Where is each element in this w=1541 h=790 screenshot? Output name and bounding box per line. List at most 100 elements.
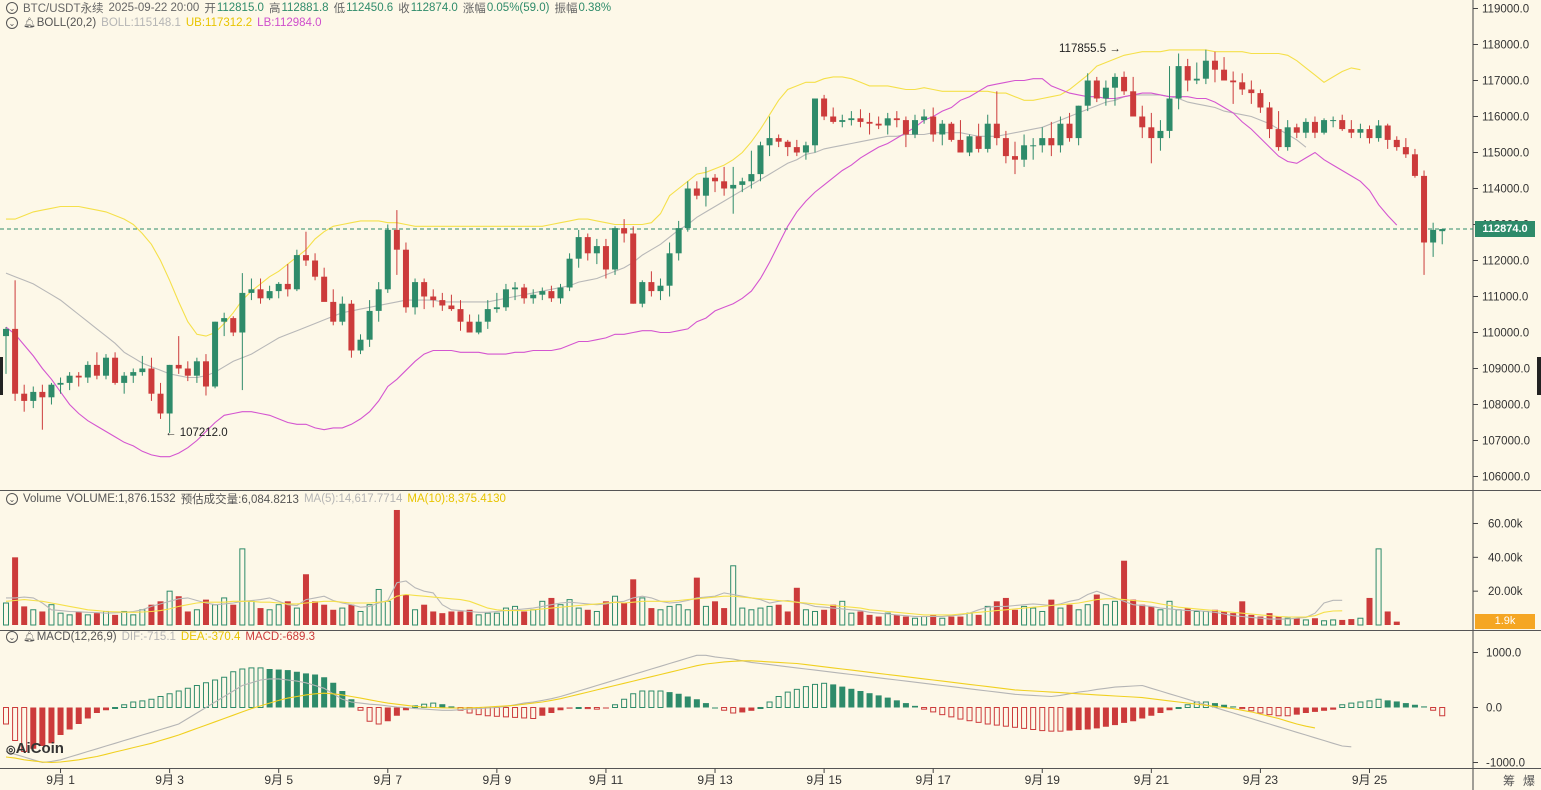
macd-histogram-bar: [512, 707, 519, 718]
boll-mid-line: [5, 94, 1307, 379]
macd-histogram-bar: [957, 707, 964, 720]
macd-histogram-bar: [521, 707, 528, 719]
volume-bar: [784, 611, 791, 625]
candle-body: [1139, 116, 1146, 128]
right-scroll-handle[interactable]: [1537, 357, 1541, 395]
macd-histogram-bar: [657, 690, 664, 708]
volume-bar: [157, 601, 164, 625]
macd-histogram-bar: [602, 707, 609, 709]
macd-histogram-bar: [30, 707, 37, 749]
left-scroll-handle[interactable]: [0, 357, 3, 395]
candle-body: [1366, 129, 1373, 139]
macd-histogram-bar: [3, 707, 9, 725]
macd-histogram-bar: [166, 693, 173, 708]
candle-body: [1284, 127, 1291, 148]
candle-body: [848, 118, 855, 121]
volume-bar: [948, 616, 955, 625]
candle-body: [202, 361, 209, 387]
volume-tick-label: 60.00k: [1488, 519, 1523, 531]
price-tick-label: 118000.0: [1482, 40, 1529, 52]
macd-histogram-bar: [884, 697, 891, 708]
candle-body: [766, 138, 773, 146]
candle-body: [384, 229, 391, 290]
volume-bar: [793, 587, 800, 625]
macd-histogram-bar: [384, 707, 391, 722]
macd-histogram-bar: [248, 667, 255, 709]
boll-label[interactable]: BOLL(20,2): [36, 17, 97, 29]
macd-histogram-bar: [102, 707, 109, 711]
candle-body: [1084, 80, 1091, 106]
macd-histogram-bar: [893, 700, 900, 708]
volume-bar: [148, 604, 155, 625]
macd-histogram-bar: [430, 702, 437, 708]
candle-body: [557, 287, 564, 299]
candle-body: [239, 292, 246, 333]
macd-histogram-bar: [402, 707, 409, 711]
volume-label[interactable]: Volume: [23, 493, 62, 505]
macd-histogram-bar: [530, 707, 537, 719]
symbol-label[interactable]: BTC/USDT永续: [23, 3, 104, 15]
macd-histogram-bar: [1021, 707, 1028, 729]
bell-icon[interactable]: 🔔︎: [23, 17, 36, 29]
low-label: 低: [333, 3, 346, 15]
collapse-chevron-icon[interactable]: ⌄: [6, 2, 18, 14]
macd-histogram-bar: [12, 707, 19, 741]
macd-label[interactable]: MACD(12,26,9): [36, 631, 117, 643]
price-tick-label: 116000.0: [1482, 112, 1529, 124]
macd-histogram-bar: [184, 687, 191, 708]
high-value: 112881.8: [281, 2, 329, 14]
volume-bar: [975, 614, 982, 625]
collapse-chevron-icon[interactable]: ⌄: [6, 17, 18, 29]
bell-icon[interactable]: 🔔︎: [23, 631, 36, 643]
candle-body: [675, 228, 682, 254]
macd-histogram-bar: [757, 707, 764, 709]
candle-body: [630, 233, 637, 304]
time-tick-label: 9月 7: [373, 773, 402, 787]
candle-body: [712, 177, 719, 182]
candle-body: [375, 289, 382, 311]
candle-body: [1384, 125, 1391, 140]
macd-histogram-bar: [1030, 707, 1037, 730]
volume-bar: [1021, 605, 1028, 626]
candle-body: [493, 307, 500, 310]
candle-body: [148, 368, 155, 394]
candle-body: [112, 357, 119, 383]
macd-histogram-bar: [284, 670, 291, 708]
volume-bar: [957, 616, 964, 625]
macd-legend: ⌄ 🔔︎ MACD(12,26,9) DIF:-715.1 DEA:-370.4…: [6, 631, 315, 643]
liquidation-button[interactable]: 爆: [1523, 774, 1536, 788]
candle-body: [1111, 76, 1118, 88]
volume-bar: [1148, 606, 1155, 625]
volume-bar: [912, 617, 918, 626]
candle-body: [157, 393, 164, 414]
macd-histogram-bar: [1121, 707, 1128, 723]
candle-body: [1075, 105, 1082, 139]
macd-histogram-bar: [621, 698, 628, 708]
volume-bar: [857, 611, 864, 625]
macd-histogram-bar: [348, 699, 355, 708]
macd-histogram-bar: [930, 707, 937, 713]
candle-body: [1239, 82, 1246, 90]
macd-histogram-bar: [448, 706, 455, 708]
volume-bar: [730, 565, 737, 626]
volume-bar: [1011, 609, 1018, 625]
macd-histogram-bar: [1166, 707, 1173, 711]
volume-bar: [1348, 619, 1355, 625]
chips-button[interactable]: 筹: [1503, 774, 1516, 788]
volume-bar: [221, 597, 228, 626]
price-tick-label: 109000.0: [1482, 364, 1530, 376]
collapse-chevron-icon[interactable]: ⌄: [6, 631, 18, 643]
volume-bar: [1302, 619, 1309, 626]
macd-histogram-bar: [75, 707, 82, 724]
macd-value: MACD:-689.3: [245, 631, 316, 643]
volume-bar: [621, 603, 628, 625]
candle-body: [121, 375, 128, 383]
macd-histogram-bar: [748, 707, 755, 711]
open-value: 112815.0: [216, 2, 264, 14]
candle-body: [466, 321, 473, 333]
macd-histogram-bar: [693, 699, 700, 708]
collapse-chevron-icon[interactable]: ⌄: [6, 493, 18, 505]
volume-bar: [657, 609, 664, 626]
volume-bar: [612, 595, 619, 626]
time-tick-label: 9月 23: [1243, 773, 1279, 787]
